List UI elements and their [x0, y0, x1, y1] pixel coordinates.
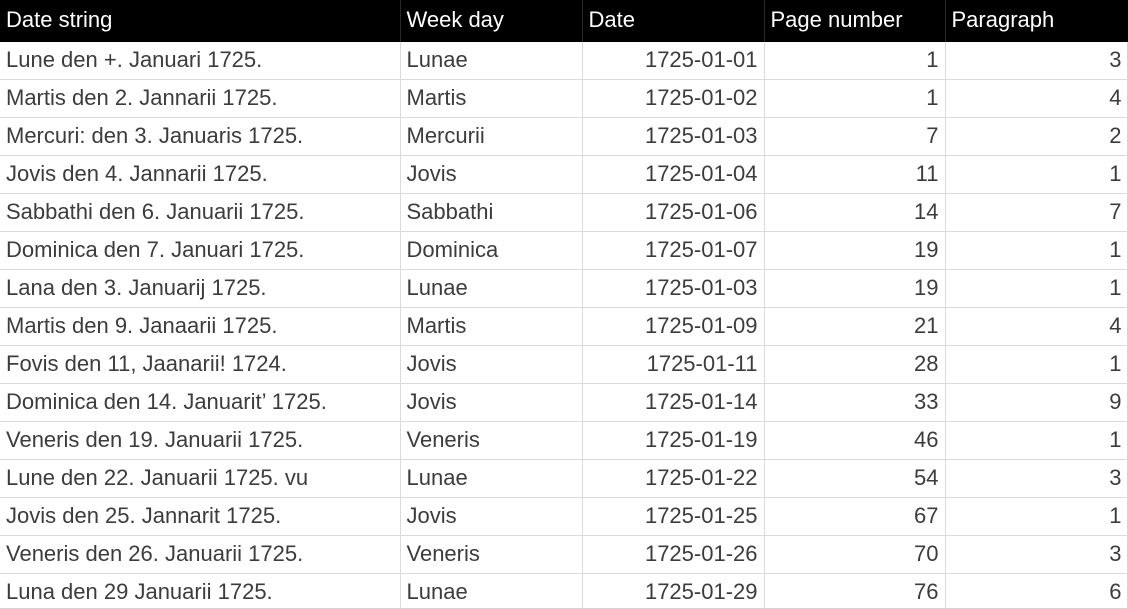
cell-date[interactable]: 1725-01-22 [582, 459, 765, 498]
cell-date-string[interactable]: Luna den 29 Januarii 1725. [0, 573, 401, 609]
cell-page-number[interactable]: 28 [764, 345, 946, 384]
cell-week-day[interactable]: Jovis [400, 155, 583, 194]
cell-page-number[interactable]: 46 [764, 421, 946, 460]
cell-paragraph[interactable]: 9 [945, 383, 1128, 422]
cell-paragraph[interactable]: 1 [945, 231, 1128, 270]
cell-date-string[interactable]: Veneris den 26. Januarii 1725. [0, 535, 401, 574]
cell-week-day[interactable]: Lunae [400, 40, 583, 80]
cell-date-string[interactable]: Veneris den 19. Januarii 1725. [0, 421, 401, 460]
cell-date[interactable]: 1725-01-06 [582, 193, 765, 232]
cell-date-string[interactable]: Lune den 22. Januarii 1725. vu [0, 459, 401, 498]
table-row: Fovis den 11, Jaanarii! 1724. Jovis 1725-0… [0, 345, 1128, 384]
cell-date-string[interactable]: Lune den +. Januari 1725. [0, 40, 401, 80]
cell-paragraph[interactable]: 7 [945, 193, 1128, 232]
cell-page-number[interactable]: 54 [764, 459, 946, 498]
cell-week-day[interactable]: Jovis [400, 345, 583, 384]
table-row: Mercuri: den 3. Januaris 1725. Mercurii 17… [0, 117, 1128, 156]
cell-paragraph[interactable]: 6 [945, 573, 1128, 609]
cell-paragraph[interactable]: 1 [945, 421, 1128, 460]
cell-page-number[interactable]: 67 [764, 497, 946, 536]
table-row: Sabbathi den 6. Januarii 1725. Sabbathi 17… [0, 193, 1128, 232]
table-row: Lune den +. Januari 1725. Lunae 1725-01-01… [0, 40, 1128, 80]
cell-date[interactable]: 1725-01-03 [582, 117, 765, 156]
cell-page-number[interactable]: 76 [764, 573, 946, 609]
cell-week-day[interactable]: Jovis [400, 383, 583, 422]
cell-date-string[interactable]: Fovis den 11, Jaanarii! 1724. [0, 345, 401, 384]
cell-date[interactable]: 1725-01-04 [582, 155, 765, 194]
cell-page-number[interactable]: 33 [764, 383, 946, 422]
cell-week-day[interactable]: Veneris [400, 535, 583, 574]
cell-paragraph[interactable]: 1 [945, 345, 1128, 384]
cell-paragraph[interactable]: 3 [945, 40, 1128, 80]
cell-date-string[interactable]: Jovis den 4. Jannarii 1725. [0, 155, 401, 194]
cell-page-number[interactable]: 19 [764, 231, 946, 270]
table-row: Veneris den 26. Januarii 1725. Veneris 172… [0, 535, 1128, 574]
cell-date-string[interactable]: Lana den 3. Januarij 1725. [0, 269, 401, 308]
cell-date-string[interactable]: Dominica den 14. Januarit’ 1725. [0, 383, 401, 422]
cell-week-day[interactable]: Martis [400, 307, 583, 346]
table-body: Lune den +. Januari 1725. Lunae 1725-01-01… [0, 40, 1128, 609]
table-row: Dominica den 14. Januarit’ 1725. Jovis 172… [0, 383, 1128, 422]
header-paragraph[interactable]: Paragraph [945, 0, 1128, 41]
cell-date[interactable]: 1725-01-11 [582, 345, 765, 384]
table-row: Luna den 29 Januarii 1725. Lunae 1725-01-2… [0, 573, 1128, 609]
cell-week-day[interactable]: Lunae [400, 573, 583, 609]
cell-date[interactable]: 1725-01-25 [582, 497, 765, 536]
cell-date-string[interactable]: Martis den 9. Janaarii 1725. [0, 307, 401, 346]
cell-week-day[interactable]: Lunae [400, 269, 583, 308]
table-row: Jovis den 25. Jannarit 1725. Jovis 1725-01… [0, 497, 1128, 536]
cell-week-day[interactable]: Lunae [400, 459, 583, 498]
cell-paragraph[interactable]: 3 [945, 535, 1128, 574]
cell-paragraph[interactable]: 3 [945, 459, 1128, 498]
table-row: Dominica den 7. Januari 1725. Dominica 172… [0, 231, 1128, 270]
cell-week-day[interactable]: Veneris [400, 421, 583, 460]
cell-date[interactable]: 1725-01-09 [582, 307, 765, 346]
cell-page-number[interactable]: 1 [764, 40, 946, 80]
table-row: Veneris den 19. Januarii 1725. Veneris 172… [0, 421, 1128, 460]
cell-date[interactable]: 1725-01-02 [582, 79, 765, 118]
cell-week-day[interactable]: Sabbathi [400, 193, 583, 232]
cell-week-day[interactable]: Jovis [400, 497, 583, 536]
cell-page-number[interactable]: 11 [764, 155, 946, 194]
cell-page-number[interactable]: 7 [764, 117, 946, 156]
header-row: Date string Week day Date Page number Pa… [0, 0, 1128, 41]
cell-week-day[interactable]: Dominica [400, 231, 583, 270]
cell-page-number[interactable]: 21 [764, 307, 946, 346]
cell-paragraph[interactable]: 4 [945, 79, 1128, 118]
cell-paragraph[interactable]: 4 [945, 307, 1128, 346]
cell-week-day[interactable]: Mercurii [400, 117, 583, 156]
cell-date-string[interactable]: Jovis den 25. Jannarit 1725. [0, 497, 401, 536]
table-row: Martis den 2. Jannarii 1725. Martis 1725-0… [0, 79, 1128, 118]
cell-date[interactable]: 1725-01-07 [582, 231, 765, 270]
cell-date-string[interactable]: Dominica den 7. Januari 1725. [0, 231, 401, 270]
cell-date-string[interactable]: Mercuri: den 3. Januaris 1725. [0, 117, 401, 156]
cell-date-string[interactable]: Sabbathi den 6. Januarii 1725. [0, 193, 401, 232]
cell-date[interactable]: 1725-01-03 [582, 269, 765, 308]
cell-date[interactable]: 1725-01-26 [582, 535, 765, 574]
cell-date-string[interactable]: Martis den 2. Jannarii 1725. [0, 79, 401, 118]
header-date-string[interactable]: Date string [0, 0, 401, 41]
header-page-number[interactable]: Page number [764, 0, 946, 41]
cell-page-number[interactable]: 1 [764, 79, 946, 118]
cell-page-number[interactable]: 70 [764, 535, 946, 574]
cell-date[interactable]: 1725-01-14 [582, 383, 765, 422]
cell-date[interactable]: 1725-01-29 [582, 573, 765, 609]
cell-paragraph[interactable]: 1 [945, 269, 1128, 308]
cell-paragraph[interactable]: 1 [945, 497, 1128, 536]
table-row: Lana den 3. Januarij 1725. Lunae 1725-01-0… [0, 269, 1128, 308]
cell-date[interactable]: 1725-01-01 [582, 40, 765, 80]
header-week-day[interactable]: Week day [400, 0, 583, 41]
cell-page-number[interactable]: 19 [764, 269, 946, 308]
header-date[interactable]: Date [582, 0, 765, 41]
table-row: Lune den 22. Januarii 1725. vu Lunae 1725-… [0, 459, 1128, 498]
table-row: Martis den 9. Janaarii 1725. Martis 1725-0… [0, 307, 1128, 346]
table-row: Jovis den 4. Jannarii 1725. Jovis 1725-01-… [0, 155, 1128, 194]
cell-date[interactable]: 1725-01-19 [582, 421, 765, 460]
cell-paragraph[interactable]: 1 [945, 155, 1128, 194]
cell-week-day[interactable]: Martis [400, 79, 583, 118]
cell-page-number[interactable]: 14 [764, 193, 946, 232]
cell-paragraph[interactable]: 2 [945, 117, 1128, 156]
